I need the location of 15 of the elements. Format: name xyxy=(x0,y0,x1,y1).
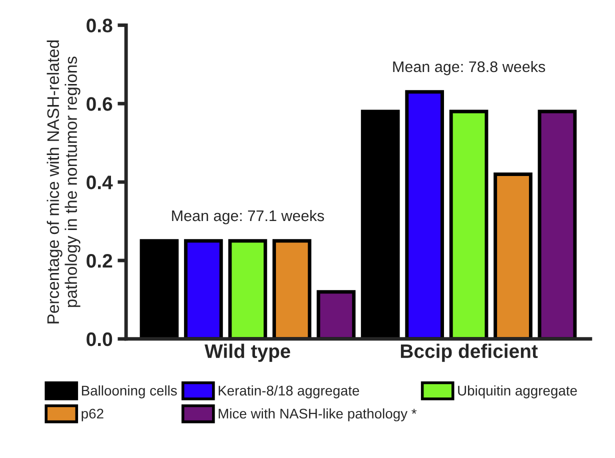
annotation: Mean age: 78.8 weeks xyxy=(393,60,546,76)
legend-label: Ballooning cells xyxy=(82,385,177,398)
y-axis-title: Percentage of mice with NASH-related pathology in the nontumor regions xyxy=(46,40,80,324)
y-tick-label: 0.8 xyxy=(86,18,112,32)
legend-label: Keratin-8/18 aggregate xyxy=(218,385,360,398)
legend-label: Mice with NASH-like pathology * xyxy=(218,408,417,422)
y-tick-label: 0.6 xyxy=(86,97,112,111)
y-tick-label: 0.4 xyxy=(86,176,113,190)
annotation: Mean age: 77.1 weeks xyxy=(172,210,324,224)
y-tick-label: 0.0 xyxy=(86,332,112,346)
legend-label: Ubiquitin aggregate xyxy=(458,385,577,398)
x-tick-label: Bccip deficient xyxy=(400,344,538,362)
x-tick-label: Wild type xyxy=(204,344,290,362)
y-tick-label: 0.2 xyxy=(86,254,112,268)
legend-label: p62 xyxy=(82,408,104,422)
